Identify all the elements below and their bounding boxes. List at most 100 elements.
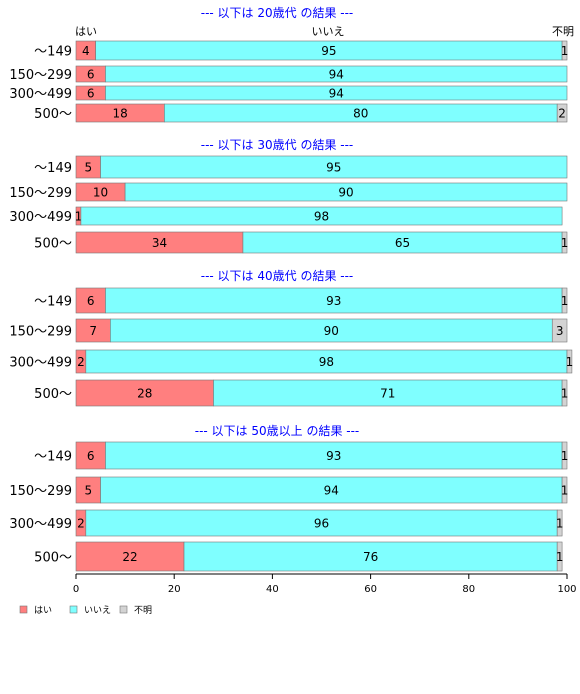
panel-title: --- 以下は 50歳以上 の結果 --- (195, 424, 360, 438)
category-label: 300～499 (9, 87, 72, 102)
x-tick-label: 20 (168, 584, 181, 595)
panel-title: --- 以下は 30歳代 の結果 --- (201, 138, 354, 152)
legend-swatch (19, 605, 28, 614)
bar-segment-yes (75, 287, 106, 314)
value-label: 95 (326, 161, 341, 175)
legend: はい いいえ 不明 (19, 605, 152, 616)
bar-segment-yes (75, 441, 106, 470)
panel-title: --- 以下は 40歳代 の結果 --- (201, 269, 354, 283)
bar-segment-unknown (561, 287, 568, 314)
bar-segment-no (105, 441, 563, 470)
value-label: 6 (87, 87, 95, 101)
category-label: ～149 (34, 161, 72, 176)
value-label: 98 (319, 355, 334, 369)
category-label: 300～499 (9, 356, 72, 371)
value-label: 18 (113, 107, 128, 121)
value-label: 94 (324, 484, 339, 498)
bar-segment-unknown (551, 318, 568, 343)
panel-title: --- 以下は 20歳代 の結果 --- (201, 6, 354, 20)
category-label: ～149 (34, 45, 72, 60)
value-label: 96 (314, 517, 329, 531)
bar-segment-no (100, 476, 563, 504)
legend-swatch (69, 605, 78, 614)
header-no: いいえ (312, 25, 345, 38)
value-label: 93 (326, 449, 341, 463)
value-label: 2 (558, 107, 566, 121)
category-label: 150～299 (9, 68, 72, 83)
bar-segment-no (85, 509, 558, 537)
bar-segment-yes (75, 476, 101, 504)
value-label: 71 (380, 387, 395, 401)
value-label: 94 (329, 68, 344, 82)
x-tick-label: 40 (266, 584, 279, 595)
value-label: 5 (84, 161, 92, 175)
category-label: 150～299 (9, 186, 72, 201)
panel-1: --- 以下は 20歳代 の結果 --- ～149 4 95 1 150～299 6 94 30… (9, 6, 569, 123)
value-label: 98 (314, 210, 329, 224)
x-tick-label: 0 (73, 584, 79, 595)
x-tick-label: 60 (364, 584, 377, 595)
category-label: ～149 (34, 450, 72, 465)
value-label: 1 (75, 210, 83, 224)
value-label: 1 (561, 484, 569, 498)
bar-segment-no (124, 182, 568, 202)
legend-item: いいえ (69, 605, 111, 616)
bar-segment-unknown (556, 103, 568, 123)
legend-label: いいえ (84, 605, 111, 616)
bar-segment-no (213, 379, 563, 407)
value-label: 1 (561, 236, 569, 250)
bar-segment-yes (75, 379, 214, 407)
header-unknown: 不明 (552, 25, 574, 38)
bar-segment-unknown (561, 476, 568, 504)
value-label: 34 (152, 236, 167, 250)
value-label: 6 (87, 294, 95, 308)
bar-segment-unknown (556, 541, 563, 572)
value-label: 94 (329, 87, 344, 101)
value-label: 28 (137, 387, 152, 401)
bar-segment-no (105, 85, 568, 101)
value-label: 5 (84, 484, 92, 498)
bar-segment-unknown (561, 231, 568, 254)
category-label: 300～499 (9, 210, 72, 225)
value-label: 3 (556, 324, 564, 338)
value-label: 2 (77, 517, 85, 531)
header-yes: はい (75, 25, 97, 38)
value-label: 1 (561, 44, 569, 58)
value-label: 1 (566, 355, 574, 369)
x-tick-label: 100 (557, 584, 576, 595)
category-label: 150～299 (9, 484, 72, 499)
value-label: 95 (321, 44, 336, 58)
bar-segment-unknown (561, 441, 568, 470)
legend-item: 不明 (119, 605, 152, 616)
value-label: 6 (87, 68, 95, 82)
bar-segment-unknown (561, 379, 568, 407)
bar-segment-no (80, 206, 563, 226)
category-label: ～149 (34, 295, 72, 310)
value-label: 1 (561, 387, 569, 401)
category-label: 300～499 (9, 517, 72, 532)
value-label: 76 (363, 550, 378, 564)
value-label: 1 (561, 294, 569, 308)
value-label: 10 (93, 186, 108, 200)
value-label: 7 (89, 324, 97, 338)
category-label: 500～ (34, 387, 72, 402)
bar-segment-unknown (561, 40, 568, 61)
value-label: 1 (556, 550, 564, 564)
panel-2: --- 以下は 30歳代 の結果 --- ～149 5 95 150～299 10 90 30… (9, 138, 569, 254)
bar-segment-no (105, 287, 563, 314)
column-headers: はい いいえ 不明 (75, 25, 574, 38)
value-label: 90 (338, 186, 353, 200)
panel-3: --- 以下は 40歳代 の結果 --- ～149 6 93 1 150～299 7 90 3 3… (9, 269, 574, 407)
bar-segment-no (183, 541, 558, 572)
bar-segment-yes (75, 541, 185, 572)
value-label: 22 (122, 550, 137, 564)
category-label: 500～ (34, 551, 72, 566)
value-label: 4 (82, 44, 90, 58)
legend-label: 不明 (134, 605, 152, 616)
value-label: 2 (77, 355, 85, 369)
value-label: 1 (556, 517, 564, 531)
bar-segment-unknown (556, 509, 563, 537)
x-axis: 0 20 40 60 80 100 (73, 573, 577, 595)
